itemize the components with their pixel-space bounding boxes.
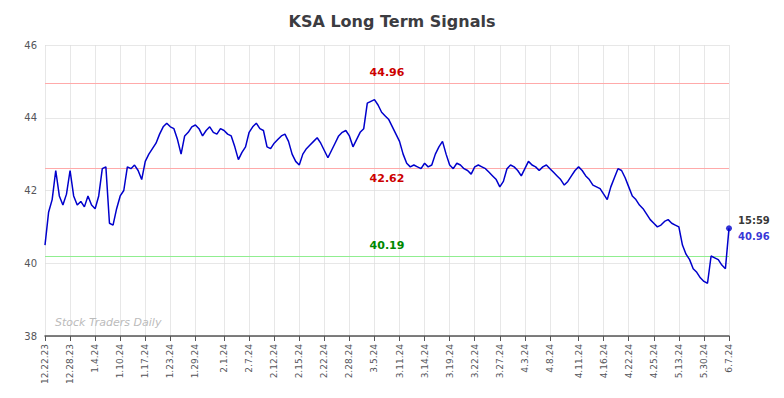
- svg-text:4.16.24: 4.16.24: [599, 344, 609, 379]
- svg-text:40: 40: [24, 258, 37, 269]
- svg-text:3.11.24: 3.11.24: [395, 344, 405, 379]
- svg-text:1.4.24: 1.4.24: [90, 344, 100, 373]
- svg-text:KSA Long Term Signals: KSA Long Term Signals: [289, 12, 496, 31]
- svg-text:44.96: 44.96: [370, 66, 405, 79]
- svg-text:4.25.24: 4.25.24: [649, 344, 659, 379]
- svg-text:40.19: 40.19: [370, 239, 405, 252]
- svg-text:3.5.24: 3.5.24: [369, 344, 379, 373]
- svg-text:5.30.24: 5.30.24: [699, 344, 709, 379]
- svg-text:1.10.24: 1.10.24: [115, 344, 125, 379]
- svg-text:38: 38: [24, 331, 37, 342]
- svg-text:4.22.24: 4.22.24: [624, 344, 634, 379]
- svg-text:1.17.24: 1.17.24: [140, 344, 150, 379]
- svg-text:40.96: 40.96: [738, 231, 770, 242]
- svg-text:2.22.24: 2.22.24: [319, 344, 329, 379]
- svg-text:1.23.24: 1.23.24: [165, 344, 175, 379]
- svg-text:1.29.24: 1.29.24: [190, 344, 200, 379]
- svg-text:42.62: 42.62: [370, 172, 405, 185]
- svg-text:2.12.24: 2.12.24: [269, 344, 279, 379]
- svg-text:44: 44: [24, 112, 37, 123]
- svg-text:15:59: 15:59: [738, 215, 770, 226]
- svg-text:3.22.24: 3.22.24: [470, 344, 480, 379]
- svg-text:12.28.23: 12.28.23: [65, 344, 75, 384]
- svg-text:2.1.24: 2.1.24: [219, 344, 229, 373]
- svg-text:3.19.24: 3.19.24: [445, 344, 455, 379]
- svg-text:46: 46: [24, 40, 37, 51]
- svg-text:4.11.24: 4.11.24: [574, 344, 584, 379]
- svg-text:6.7.24: 6.7.24: [724, 344, 734, 373]
- svg-text:2.7.24: 2.7.24: [244, 344, 254, 373]
- svg-text:4.8.24: 4.8.24: [545, 344, 555, 373]
- svg-text:2.15.24: 2.15.24: [294, 344, 304, 379]
- svg-text:Stock Traders Daily: Stock Traders Daily: [55, 316, 162, 329]
- svg-text:3.14.24: 3.14.24: [420, 344, 430, 379]
- svg-text:42: 42: [24, 185, 37, 196]
- svg-text:4.3.24: 4.3.24: [520, 344, 530, 373]
- svg-text:2.28.24: 2.28.24: [344, 344, 354, 379]
- svg-text:12.22.23: 12.22.23: [40, 344, 50, 384]
- svg-text:3.27.24: 3.27.24: [495, 344, 505, 379]
- svg-text:5.13.24: 5.13.24: [674, 344, 684, 379]
